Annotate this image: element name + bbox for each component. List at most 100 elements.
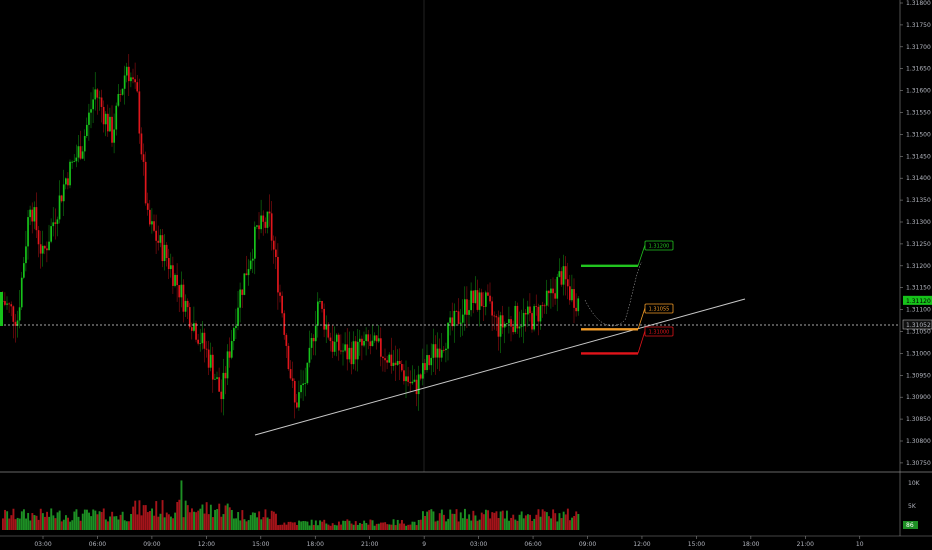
candle [29, 205, 31, 225]
price-tick-label: 1.31050 [906, 329, 931, 336]
candle [37, 226, 40, 258]
volume-bar [516, 520, 519, 530]
volume-bar [552, 509, 555, 530]
volume-bar [132, 506, 135, 530]
candle [562, 254, 565, 296]
candle [285, 333, 288, 358]
volume-bar [12, 508, 15, 530]
volume-bar [209, 504, 212, 530]
volume-bar [556, 521, 559, 530]
volume-bar [571, 517, 573, 530]
candle [489, 282, 491, 304]
volume-bar [535, 514, 538, 530]
candle [430, 343, 433, 376]
volume-bar [92, 509, 95, 530]
candle [356, 328, 359, 372]
current-price-badge [903, 295, 932, 305]
volume-bar [487, 510, 489, 530]
candle [566, 262, 569, 300]
candle [268, 194, 271, 227]
candle [438, 338, 441, 372]
candle [151, 208, 153, 234]
volume-bar [281, 524, 284, 530]
candle [308, 330, 311, 368]
stop-price-callout[interactable] [644, 326, 674, 337]
volume-bar [130, 514, 132, 530]
volume-bar [443, 514, 445, 530]
candle [516, 302, 519, 334]
volume-bar [531, 520, 534, 530]
volume-bar [222, 514, 225, 530]
candle [79, 130, 82, 161]
volume-bar [25, 518, 27, 530]
drawings-layer[interactable]: 1.31200 1.31055 1.31000 [254, 240, 746, 436]
candle [235, 308, 237, 339]
volume-bar [226, 503, 229, 530]
volume-bar [23, 509, 25, 530]
candle [466, 286, 468, 328]
price-tick-label: 1.31650 [906, 66, 931, 73]
entry-price-callout[interactable] [644, 303, 674, 314]
candle [373, 332, 376, 343]
volume-bar [346, 519, 349, 530]
volume-bar [197, 510, 200, 530]
volume-bar [539, 516, 542, 530]
volume-bar [39, 508, 42, 530]
candle [545, 279, 548, 315]
left-edge-marker [0, 292, 3, 326]
candle [107, 104, 109, 137]
stop-price-label: 1.31000 [649, 329, 670, 335]
candle [178, 285, 181, 313]
volume-bar [283, 522, 286, 530]
volume-bar [432, 511, 435, 530]
target-price-callout[interactable] [644, 240, 674, 251]
candle [298, 380, 300, 411]
candle [205, 341, 208, 358]
candle [149, 199, 151, 227]
volume-bar [564, 514, 567, 530]
volume-bar [237, 512, 240, 530]
candle [207, 340, 210, 376]
candle [472, 290, 475, 314]
price-axis[interactable]: 1.31800 1.31750 1.31700 1.31650 1.31600 1.315… [0, 0, 932, 467]
support-trendline[interactable] [254, 298, 746, 436]
volume-bar [409, 524, 412, 530]
volume-bar [81, 513, 84, 530]
candle [367, 329, 370, 350]
candle [575, 293, 577, 317]
volume-bar [382, 522, 384, 530]
volume-bar [258, 511, 261, 530]
volume-bar [470, 520, 473, 530]
candle [440, 333, 443, 362]
volume-bar [73, 511, 76, 530]
volume-bar [296, 525, 298, 530]
candle [354, 336, 357, 371]
candle [88, 103, 90, 141]
candle [449, 311, 451, 336]
volume-bar [373, 525, 376, 530]
candle [130, 72, 132, 88]
candle [396, 349, 399, 366]
price-tick-label: 1.31600 [906, 88, 931, 95]
volume-bar [398, 523, 401, 530]
candle [239, 282, 241, 323]
candle [222, 358, 225, 416]
volume-bar [111, 511, 114, 530]
candle [531, 311, 533, 333]
candle [314, 310, 317, 356]
candle [220, 379, 223, 413]
candle [266, 211, 269, 234]
volume-bar [37, 519, 40, 530]
volume-bar [396, 519, 399, 530]
time-axis[interactable]: 03:00 06:00 09:00 12:00 15:00 18:00 21:00 9 03:0… [34, 536, 864, 548]
volume-bar [54, 518, 57, 530]
candle [117, 84, 120, 108]
volume-bar [327, 524, 330, 530]
candle [369, 334, 372, 355]
candle [159, 229, 162, 248]
candle [146, 192, 149, 216]
candle [319, 298, 321, 304]
candle [497, 310, 500, 351]
